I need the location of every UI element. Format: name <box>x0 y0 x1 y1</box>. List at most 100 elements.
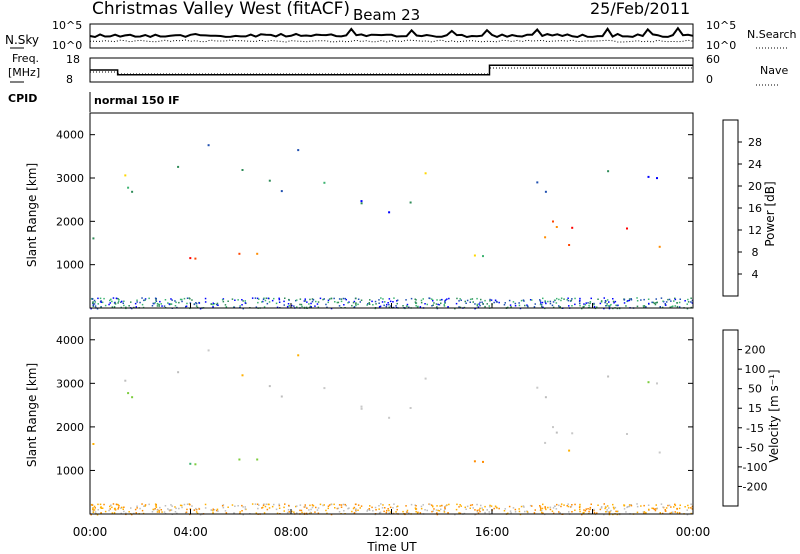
power-ground-cell <box>405 299 407 301</box>
velocity-ground-cell <box>679 504 681 506</box>
power-ground-cell <box>155 300 158 302</box>
velocity-ground-cell <box>193 509 196 511</box>
velocity-ground-cell <box>170 509 173 511</box>
power-cell <box>127 186 130 189</box>
power-ground-cell <box>435 303 438 305</box>
velocity-ground-cell <box>523 506 525 508</box>
velocity-cell <box>388 416 391 419</box>
velocity-ground-cell <box>396 505 399 507</box>
power-ground-cell <box>589 302 591 305</box>
velocity-ground-cell <box>344 503 346 506</box>
velocity-ground-cell <box>262 506 264 509</box>
velocity-ylabel: Slant Range [km] <box>25 363 39 467</box>
velocity-ground-cell <box>225 512 228 514</box>
power-ground-cell <box>552 306 555 309</box>
freq-panel <box>89 57 694 83</box>
power-ground-cell <box>163 305 166 307</box>
velocity-ground-cell <box>154 503 157 505</box>
velocity-ground-cell <box>372 510 374 512</box>
power-ground-cell <box>623 298 626 301</box>
power-ground-cell <box>183 297 186 300</box>
velocity-ground-cell <box>687 507 690 509</box>
noise-left-tick-top: 10^5 <box>52 19 82 32</box>
velocity-ground-cell <box>371 506 373 509</box>
velocity-ground-cell <box>670 506 672 508</box>
power-ground-cell <box>504 302 506 304</box>
power-ground-cell <box>566 299 568 301</box>
power-ground-cell <box>388 306 390 308</box>
power-ground-cell <box>476 304 479 307</box>
velocity-ground-cell <box>256 503 259 505</box>
power-ground-cell <box>590 297 592 300</box>
power-ground-cell <box>606 299 609 301</box>
colorbar-tick-label: -15 <box>746 422 764 435</box>
velocity-ground-cell <box>472 507 474 509</box>
power-ground-cell <box>454 307 456 310</box>
x-tick-label: 20:00 <box>575 525 610 539</box>
velocity-ground-cell <box>691 505 694 508</box>
velocity-ground-cell <box>233 512 236 514</box>
velocity-ground-cell <box>231 504 234 506</box>
power-y-ticks: 1000 2000 3000 4000 <box>56 129 693 272</box>
power-ground-cell <box>355 303 357 305</box>
colorbar-tick-label: 200 <box>745 344 766 357</box>
velocity-ground-cell <box>195 508 198 511</box>
velocity-ground-cell <box>121 506 123 509</box>
velocity-ground-cell <box>460 505 462 507</box>
power-ground-cell <box>484 299 486 302</box>
velocity-ground-cell <box>288 504 290 507</box>
y-tick-label: 2000 <box>56 215 84 228</box>
velocity-ground-cell <box>496 506 498 509</box>
velocity-ground-cell <box>560 505 562 508</box>
velocity-ground-cell <box>605 511 607 513</box>
power-ground-cell <box>568 305 570 307</box>
power-ground-cell <box>123 300 125 302</box>
power-ground-cell <box>581 307 583 310</box>
power-ground-cell <box>522 299 525 301</box>
velocity-ground-cell <box>264 505 267 508</box>
x-tick-label: 04:00 <box>173 525 208 539</box>
power-ground-cell <box>256 297 259 300</box>
power-cell <box>536 181 539 184</box>
velocity-ground-cell <box>355 509 357 511</box>
velocity-cell <box>647 381 650 384</box>
velocity-ground-cell <box>484 511 486 514</box>
velocity-ground-cell <box>549 506 552 509</box>
power-ground-cell <box>369 299 371 301</box>
velocity-ground-cell <box>125 512 127 514</box>
power-ground-cell <box>609 304 611 307</box>
velocity-ground-cell <box>508 505 511 508</box>
power-ground-cell <box>101 301 104 304</box>
velocity-ground-cell <box>338 504 341 506</box>
power-ground-cell <box>493 301 495 304</box>
power-ground-cell <box>367 303 369 305</box>
power-ground-cell <box>204 301 207 303</box>
velocity-ground-cell <box>355 503 357 505</box>
velocity-ground-cell <box>678 512 681 514</box>
velocity-ground-cell <box>558 511 560 513</box>
velocity-ground-cell <box>606 510 608 513</box>
velocity-ground-cell <box>474 513 476 516</box>
velocity-ground-cell <box>555 508 558 510</box>
nave-tick-top: 60 <box>706 53 720 66</box>
velocity-ground-cell <box>571 511 573 513</box>
nave-series <box>90 67 693 75</box>
velocity-ground-cell <box>316 509 319 511</box>
power-ground-cell <box>381 301 384 303</box>
power-ground-cell <box>196 306 199 309</box>
power-ground-cell <box>241 299 243 301</box>
power-ground-cell <box>432 300 434 302</box>
power-ground-cell <box>465 302 467 304</box>
power-ground-cell <box>113 306 116 308</box>
velocity-ground-cell <box>181 506 183 509</box>
velocity-ground-cell <box>560 503 563 505</box>
velocity-ground-cell <box>545 508 547 511</box>
velocity-ground-cell <box>311 506 314 509</box>
velocity-ground-cell <box>668 504 671 507</box>
power-ground-cell <box>97 303 99 305</box>
noise-search-series <box>90 39 694 43</box>
velocity-ground-cell <box>674 511 676 513</box>
velocity-ground-cell <box>676 511 679 514</box>
time-axis-label: Time UT <box>366 540 417 554</box>
velocity-ground-cell <box>435 509 438 511</box>
